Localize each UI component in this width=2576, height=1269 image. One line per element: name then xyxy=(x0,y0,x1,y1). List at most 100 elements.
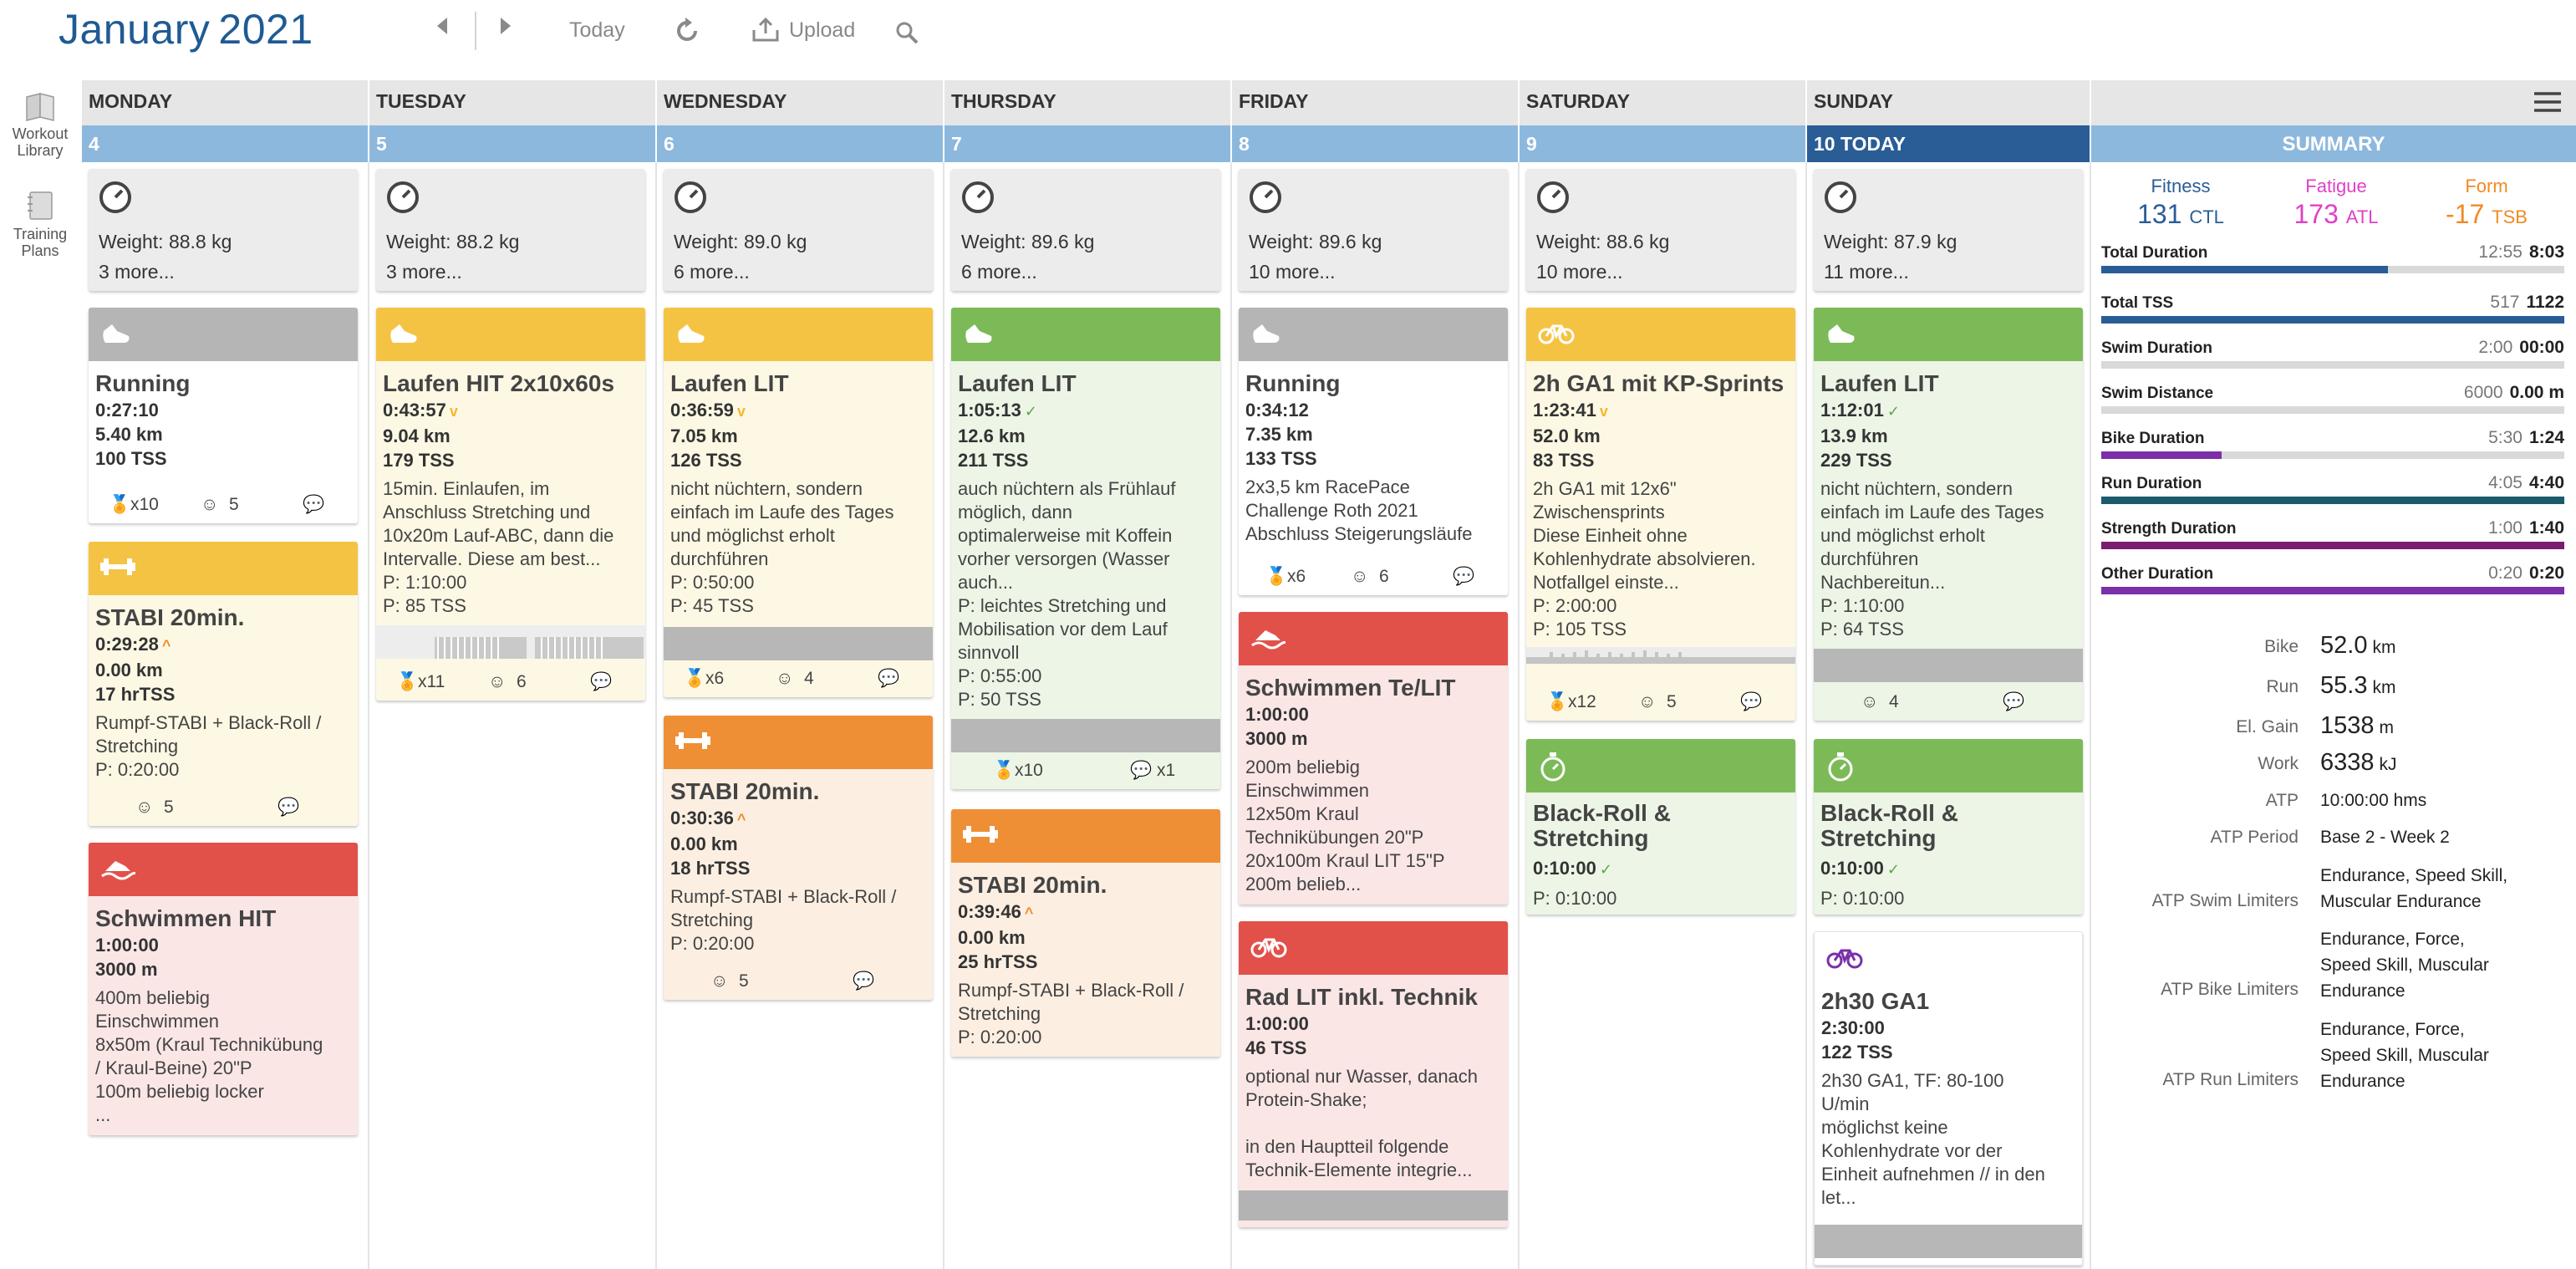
smiley-count: 6 xyxy=(1379,567,1389,586)
more-metrics-link[interactable]: 10 more... xyxy=(1249,261,1336,283)
fatigue-stat[interactable]: Fatigue 173 ATL xyxy=(2257,176,2416,230)
metrics-card[interactable]: Weight: 89.0 kg 6 more... xyxy=(664,169,933,291)
workout-duration: 1:00:00 xyxy=(1245,1013,1309,1034)
workout-card[interactable]: Black-Roll & Stretching 0:10:00 ✓ P: 0:10… xyxy=(1526,739,1795,915)
smiley-count: 5 xyxy=(229,495,239,514)
workout-card[interactable]: Laufen LIT 0:36:59 v 7.05 km 126 TSS nich… xyxy=(664,308,933,697)
workout-card[interactable]: Laufen LIT 1:05:13 ✓ 12.6 km 211 TSS auch… xyxy=(951,308,1220,789)
metrics-card[interactable]: Weight: 89.6 kg 10 more... xyxy=(1239,169,1508,291)
upload-label[interactable]: Upload xyxy=(789,18,856,42)
workout-card[interactable]: Running 0:27:10 5.40 km 100 TSS 🏅 x10 ☺ 5 … xyxy=(89,308,358,523)
column-divider xyxy=(1805,162,1807,1269)
workout-card[interactable]: Laufen LIT 1:12:01 ✓ 13.9 km 229 TSS nich… xyxy=(1814,308,2083,721)
date-cell[interactable]: 5 xyxy=(369,125,657,162)
planned-value: 1:00 xyxy=(2488,518,2523,538)
metrics-card[interactable]: Weight: 87.9 kg 11 more... xyxy=(1814,169,2083,291)
smiley-count: 5 xyxy=(164,798,174,817)
metrics-card[interactable]: Weight: 88.2 kg 3 more... xyxy=(376,169,645,291)
workout-card[interactable]: Schwimmen HIT 1:00:00 3000 m 400m belieb… xyxy=(89,843,358,1135)
workout-library-button[interactable]: Workout Library xyxy=(0,92,80,159)
chevron-left-icon xyxy=(437,18,447,34)
menu-button[interactable] xyxy=(2533,90,2563,118)
refresh-button[interactable] xyxy=(674,17,700,45)
smiley-icon[interactable]: ☺ xyxy=(201,495,219,514)
date-cell[interactable]: 9 xyxy=(1520,125,1807,162)
date-cell-today[interactable]: 10 TODAY xyxy=(1807,125,2091,162)
fitness-stat[interactable]: Fitness 131 CTL xyxy=(2101,176,2260,230)
summary-row: Swim Distance 6000 0.00 m xyxy=(2101,383,2564,426)
comments-icon[interactable]: 💬 xyxy=(853,971,875,991)
comments-icon[interactable]: 💬 xyxy=(590,672,613,691)
workout-card[interactable]: 2h30 GA1 2:30:00 122 TSS 2h30 GA1, TF: 8… xyxy=(1814,931,2083,1266)
more-metrics-link[interactable]: 6 more... xyxy=(674,261,750,283)
more-metrics-link[interactable]: 3 more... xyxy=(99,261,175,283)
upload-button[interactable] xyxy=(752,17,779,42)
comments-icon[interactable]: 💬 xyxy=(1740,692,1763,711)
more-metrics-link[interactable]: 11 more... xyxy=(1824,261,1909,283)
more-metrics-link[interactable]: 6 more... xyxy=(961,261,1037,283)
smiley-icon[interactable]: ☺ xyxy=(488,672,507,691)
metrics-card[interactable]: Weight: 88.6 kg 10 more... xyxy=(1526,169,1795,291)
weight-value: Weight: 87.9 kg xyxy=(1824,231,1957,252)
medal-icon: 🏅 xyxy=(1265,567,1288,586)
form-stat[interactable]: Form -17 TSB xyxy=(2407,176,2566,230)
weight-value: Weight: 88.8 kg xyxy=(99,231,232,252)
smiley-icon[interactable]: ☺ xyxy=(1351,567,1369,586)
detail-value: 10:00:00 hms xyxy=(2320,791,2427,810)
search-button[interactable] xyxy=(894,20,919,45)
date-cell[interactable]: 7 xyxy=(944,125,1232,162)
progress-track xyxy=(2101,361,2564,369)
column-divider xyxy=(1518,162,1520,1269)
comments-icon[interactable]: 💬 xyxy=(303,495,325,514)
day-header-friday: FRIDAY xyxy=(1232,80,1520,125)
metrics-card[interactable]: Weight: 89.6 kg 6 more... xyxy=(951,169,1220,291)
workout-card[interactable]: STABI 20min. 0:30:36 ^ 0.00 km 18 hrTSS R… xyxy=(664,716,933,1000)
comments-icon[interactable]: 💬 xyxy=(1453,567,1475,586)
next-week-button[interactable] xyxy=(498,15,513,42)
column-divider xyxy=(1230,162,1232,1269)
medal-count: x6 xyxy=(1287,567,1306,586)
comments-icon[interactable]: 💬 xyxy=(277,798,300,817)
fitness-value: 131 xyxy=(2137,199,2182,229)
smiley-icon[interactable]: ☺ xyxy=(776,669,794,688)
workout-card[interactable]: Schwimmen Te/LIT 1:00:00 3000 m 200m bel… xyxy=(1239,612,1508,905)
workout-description: 200m beliebig Einschwimmen 12x50m Kraul … xyxy=(1245,757,1445,894)
comments-icon[interactable]: 💬 xyxy=(2003,692,2025,711)
summary-row-values: 12:55 8:03 xyxy=(2478,242,2564,262)
summary-detail-bike-limiters: ATP Bike Limiters Endurance, Force, Spee… xyxy=(2101,926,2569,1007)
training-plans-button[interactable]: Training Plans xyxy=(0,189,80,259)
smiley-icon[interactable]: ☺ xyxy=(1861,692,1879,711)
notebook-icon xyxy=(28,191,53,220)
today-button[interactable]: Today xyxy=(569,18,625,42)
progress-track xyxy=(2101,451,2564,459)
workout-card[interactable]: Black-Roll & Stretching 0:10:00 ✓ P: 0:10… xyxy=(1814,739,2083,915)
workout-card[interactable]: Running 0:34:12 7.35 km 133 TSS 2x3,5 km… xyxy=(1239,308,1508,595)
progress-fill xyxy=(2101,316,2564,324)
workout-card[interactable]: Rad LIT inkl. Technik 1:00:00 46 TSS opt… xyxy=(1239,921,1508,1227)
detail-unit: m xyxy=(2379,718,2395,737)
workout-card[interactable]: STABI 20min. 0:39:46 ^ 0.00 km 25 hrTSS R… xyxy=(951,809,1220,1057)
date-cell[interactable]: 6 xyxy=(657,125,944,162)
workout-distance: 12.6 km xyxy=(958,426,1026,446)
smiley-icon[interactable]: ☺ xyxy=(135,798,154,817)
workout-profile-chart xyxy=(376,625,645,659)
workout-card[interactable]: Laufen HIT 2x10x60s 0:43:57 v 9.04 km 179… xyxy=(376,308,645,701)
date-cell[interactable]: 8 xyxy=(1232,125,1520,162)
workout-tss: 211 TSS xyxy=(958,450,1029,471)
comments-icon[interactable]: 💬 xyxy=(1130,761,1153,780)
comments-icon[interactable]: 💬 xyxy=(878,669,900,688)
more-metrics-link[interactable]: 10 more... xyxy=(1536,261,1623,283)
workout-description: nicht nüchtern, sondern einfach im Laufe… xyxy=(670,478,894,616)
metrics-card[interactable]: Weight: 88.8 kg 3 more... xyxy=(89,169,358,291)
detail-value: Base 2 - Week 2 xyxy=(2320,828,2450,847)
workout-card[interactable]: STABI 20min. 0:29:28 ^ 0.00 km 17 hrTSS R… xyxy=(89,542,358,826)
smiley-icon[interactable]: ☺ xyxy=(1638,692,1657,711)
more-metrics-link[interactable]: 3 more... xyxy=(386,261,462,283)
date-cell[interactable]: 4 xyxy=(82,125,369,162)
previous-week-button[interactable] xyxy=(435,15,450,42)
workout-card[interactable]: 2h GA1 mit KP-Sprints 1:23:41 v 52.0 km 8… xyxy=(1526,308,1795,721)
summary-row-values: 0:20 0:20 xyxy=(2488,563,2564,584)
smiley-icon[interactable]: ☺ xyxy=(710,971,729,991)
workout-tss: 18 hrTSS xyxy=(670,858,751,879)
workout-duration: 0:10:00 xyxy=(1533,858,1596,879)
